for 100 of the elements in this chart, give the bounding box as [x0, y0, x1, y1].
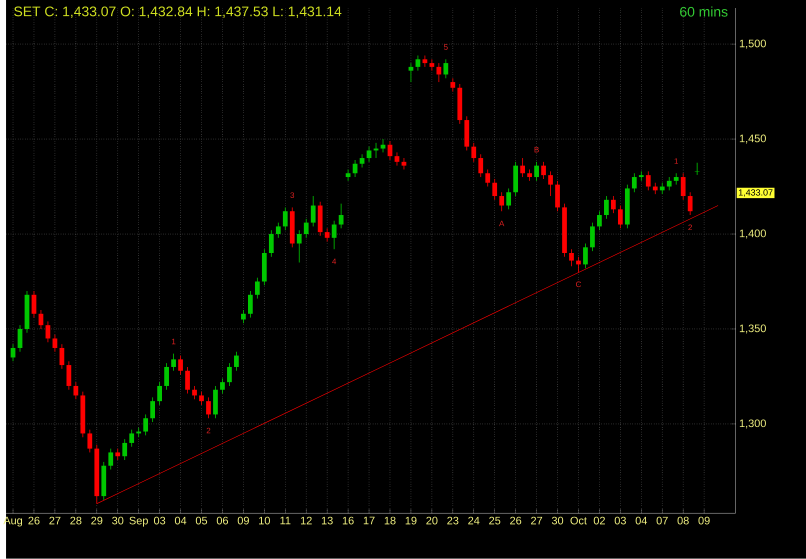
x-tick-label: 10 — [259, 516, 270, 525]
candlestick — [694, 162, 700, 176]
y-tick-label: 1,350 — [740, 324, 766, 334]
candlestick — [374, 142, 378, 159]
x-tick-label: 30 — [112, 516, 124, 525]
x-tick-label: 09 — [238, 516, 249, 525]
x-tick-label: 04 — [174, 516, 186, 525]
candlestick — [548, 171, 553, 197]
candlestick — [436, 62, 442, 83]
candlestick — [646, 171, 651, 191]
candlestick — [310, 196, 316, 227]
candlestick — [638, 171, 644, 182]
x-tick-label: 25 — [489, 516, 500, 525]
x-tick-label: Sep — [129, 516, 148, 527]
y-tick-label: 1,500 — [740, 40, 766, 49]
candlestick — [352, 160, 358, 178]
annotation: 60 mins — [680, 6, 728, 17]
candlestick — [666, 176, 672, 191]
x-tick-label: 03 — [614, 516, 626, 525]
x-tick-label: 02 — [594, 516, 605, 525]
candlestick — [164, 362, 169, 390]
y-tick-label: 1,400 — [740, 230, 766, 239]
candlestick — [597, 210, 602, 231]
candlestick — [122, 438, 128, 461]
candlestick — [520, 158, 525, 178]
candlestick — [506, 188, 512, 210]
candlestick — [485, 169, 490, 188]
candlestick — [555, 180, 560, 212]
candlestick — [108, 448, 114, 470]
chart-title: SET C: 1,433.07 O: 1,432.84 H: 1,437.53 L: 1,431.14 — [14, 6, 342, 18]
candlestick — [422, 55, 428, 68]
x-tick-label: 28 — [70, 516, 82, 525]
x-tick-label: 06 — [216, 516, 228, 525]
candlestick — [534, 162, 539, 182]
x-tick-label: 16 — [342, 516, 354, 525]
candlestick — [227, 362, 232, 386]
y-tick-label: 1,450 — [740, 134, 766, 144]
x-tick-label: 09 — [698, 516, 710, 525]
candlestick — [478, 154, 484, 178]
candlestick — [206, 397, 211, 419]
candlestick — [220, 378, 225, 394]
x-tick-label: 26 — [28, 516, 40, 525]
candlestick — [450, 78, 456, 92]
candlestick — [430, 59, 434, 72]
candlestick — [66, 360, 72, 390]
candlestick — [380, 138, 386, 153]
x-tick-label: 29 — [91, 516, 102, 525]
candlestick — [590, 222, 595, 252]
y-tick-label: 1,300 — [740, 420, 766, 429]
candlestick — [171, 353, 176, 372]
candlestick — [652, 182, 658, 195]
candlestick — [248, 290, 253, 318]
candlestick — [688, 192, 693, 216]
candlestick — [52, 334, 58, 352]
x-tick-label: 27 — [49, 516, 60, 524]
candlestick — [674, 172, 679, 186]
candlestick — [60, 344, 64, 370]
x-tick-label: 05 — [196, 516, 208, 525]
candlestick — [660, 182, 665, 195]
x-tick-label: 08 — [678, 516, 689, 525]
x-tick-label: 27 — [531, 516, 542, 524]
candlestick — [402, 158, 406, 170]
candlestick — [366, 146, 372, 162]
candlestick — [178, 355, 183, 376]
candlestick — [157, 382, 162, 406]
candlestick — [388, 140, 392, 160]
candlestick — [680, 172, 686, 200]
candlestick — [241, 310, 246, 324]
x-tick-label: 18 — [384, 516, 396, 525]
candlestick — [346, 169, 350, 182]
candlestick — [611, 196, 616, 214]
x-tick-label: 13 — [322, 516, 333, 525]
candlestick — [199, 391, 204, 406]
candlestick — [360, 154, 364, 168]
x-tick-label: 11 — [280, 516, 290, 524]
candlestick — [38, 310, 44, 330]
x-tick-label: 24 — [468, 516, 480, 524]
x-tick-label: Oct — [570, 516, 587, 525]
candlestick — [129, 429, 134, 448]
candlestick — [527, 169, 532, 182]
candlestick — [46, 321, 50, 343]
candlestick — [541, 162, 546, 180]
candlestick — [234, 351, 239, 372]
candlestick — [569, 248, 574, 267]
x-tick-label: 04 — [636, 516, 648, 525]
x-tick-label: 07 — [656, 516, 668, 525]
candlestick — [268, 230, 274, 258]
x-tick-label: 26 — [510, 516, 522, 525]
candlestick — [150, 397, 156, 423]
candlestick — [443, 59, 448, 79]
candlestick — [324, 228, 330, 242]
text: 1,433.07 — [738, 189, 773, 197]
candlestick — [583, 243, 588, 269]
candlestick — [471, 142, 476, 162]
candlestick — [332, 220, 337, 250]
candlestick — [416, 55, 420, 72]
x-tick-label: 17 — [364, 516, 375, 524]
candlestick — [87, 429, 92, 453]
x-tick-label: 12 — [300, 516, 312, 524]
candlestick — [576, 256, 581, 273]
